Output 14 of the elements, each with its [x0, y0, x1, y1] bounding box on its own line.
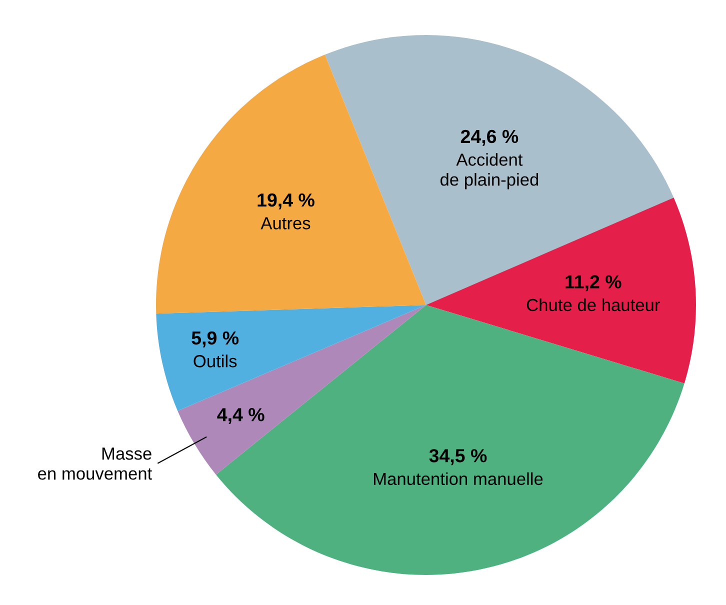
- data-label: 4,4 %: [217, 408, 264, 424]
- data-label: 5,9 %: [192, 331, 239, 348]
- pie-slice: [426, 198, 696, 384]
- pie-slice: [156, 54, 426, 314]
- slice-label: Outils: [194, 354, 237, 368]
- data-label: 34,5 %: [429, 449, 487, 466]
- data-label: 19,4 %: [258, 193, 314, 210]
- slice-label: Masse en mouvement: [38, 448, 152, 480]
- data-label: 24,6 %: [460, 130, 518, 146]
- data-label: 11,2 %: [566, 275, 622, 292]
- slice-label: Manutention manuelle: [374, 472, 543, 486]
- slice-label: Accident de plain-pied: [440, 153, 538, 190]
- slice-label: Chute de hauteur: [526, 298, 660, 312]
- slice-label: Autres: [260, 217, 310, 230]
